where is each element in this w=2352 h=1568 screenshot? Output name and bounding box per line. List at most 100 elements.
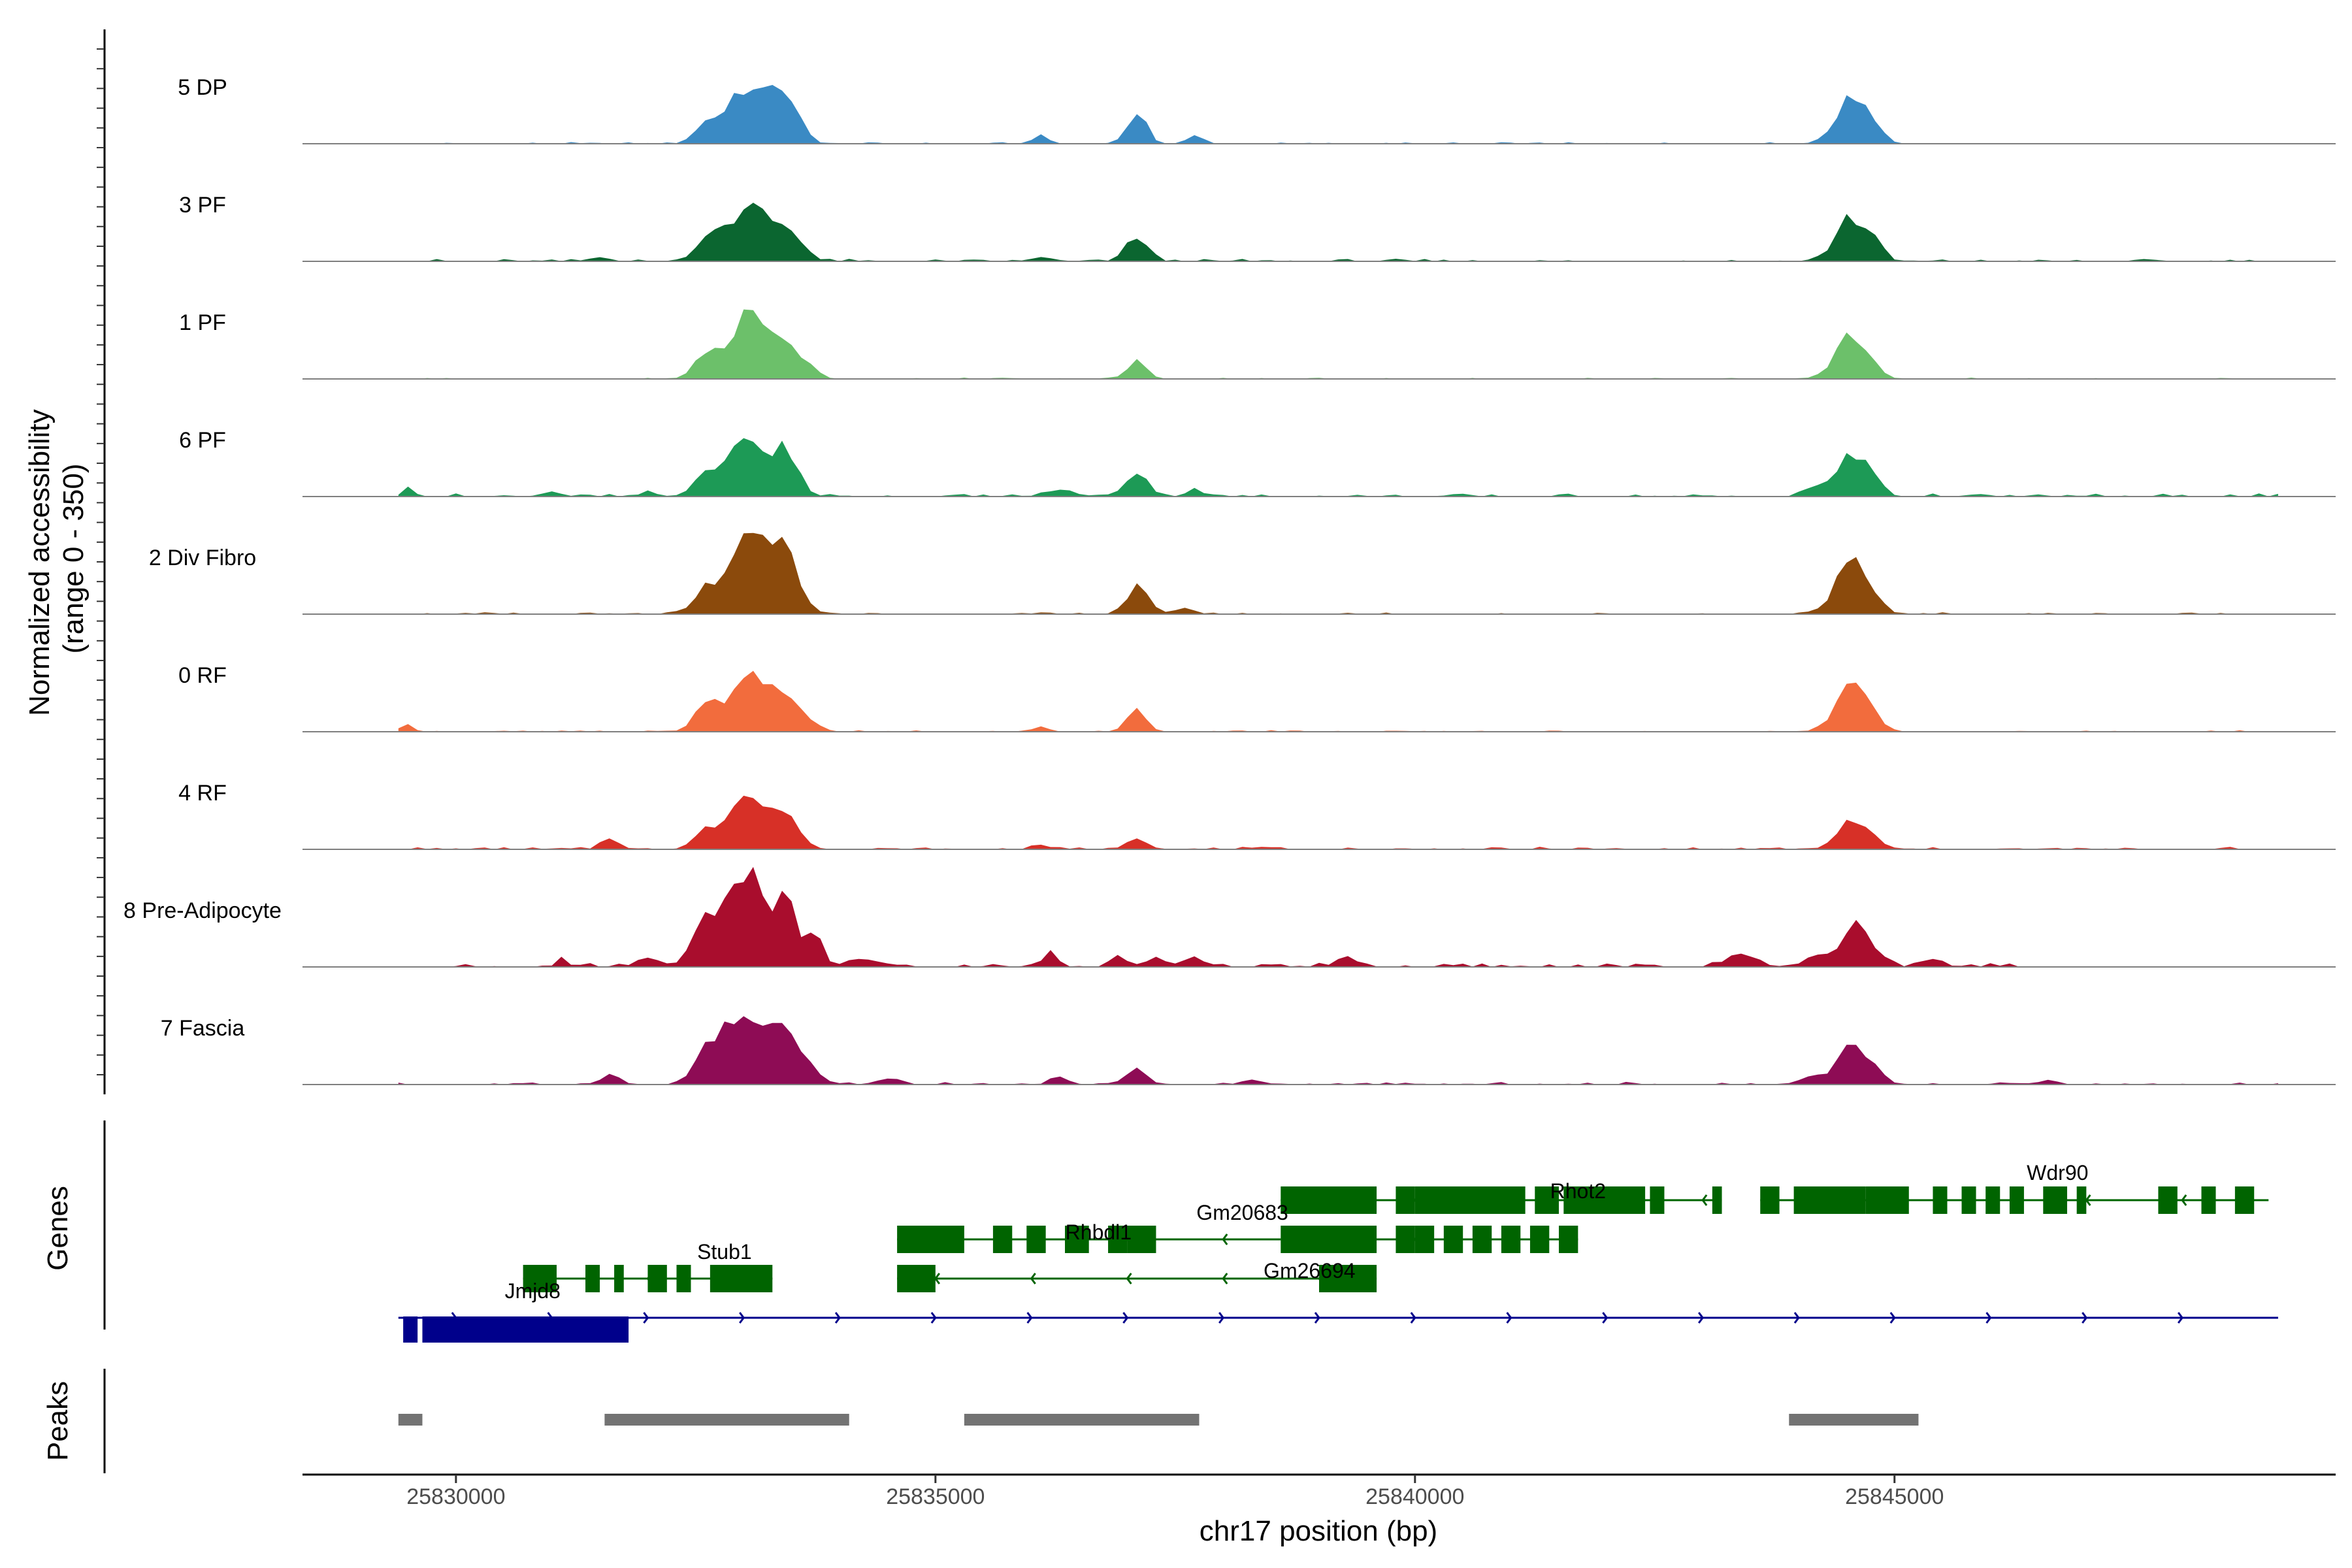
strand-arrow-icon bbox=[1030, 1273, 1036, 1284]
x-tick-label: 25840000 bbox=[1365, 1484, 1464, 1509]
gene-label: Gm20683 bbox=[1196, 1201, 1288, 1224]
gene-exon bbox=[647, 1265, 667, 1292]
coverage-track: 2 Div Fibro bbox=[149, 532, 2336, 615]
gene-exon bbox=[1535, 1186, 1559, 1214]
track-label: 1 PF bbox=[179, 310, 226, 335]
gene-exon bbox=[1281, 1226, 1377, 1253]
coverage-track: 1 PF bbox=[179, 309, 2336, 380]
strand-arrow-icon bbox=[2082, 1312, 2088, 1324]
strand-arrow-icon bbox=[1218, 1312, 1225, 1324]
strand-arrow-icon bbox=[1701, 1194, 1708, 1206]
gene-exon bbox=[403, 1316, 418, 1343]
gene-annotations: Wdr90 Rhot2 Gm20683 Rhbdl1 Gm26694 Stub1 Jmjd8 bbox=[398, 1161, 2278, 1343]
strand-arrow-icon bbox=[1985, 1312, 1992, 1324]
gene-label: Jmjd8 bbox=[505, 1279, 561, 1303]
gene: Gm26694 bbox=[897, 1259, 1377, 1292]
track-label: 4 RF bbox=[178, 781, 227, 806]
gene-label: Wdr90 bbox=[2027, 1161, 2088, 1184]
gene-exon bbox=[1760, 1186, 1780, 1214]
coverage-area bbox=[398, 1016, 2278, 1085]
gene-exon bbox=[2158, 1186, 2178, 1214]
coverage-track: 4 RF bbox=[178, 781, 2336, 850]
peak-regions bbox=[398, 1414, 1919, 1426]
strand-arrow-icon bbox=[1026, 1312, 1033, 1324]
gene-exon bbox=[614, 1265, 624, 1292]
strand-arrow-icon bbox=[2181, 1194, 2187, 1206]
coverage-track: 3 PF bbox=[179, 193, 2336, 262]
strand-arrow-icon bbox=[1122, 1312, 1129, 1324]
strand-arrow-icon bbox=[1410, 1312, 1416, 1324]
strand-arrow-icon bbox=[1697, 1312, 1705, 1324]
peak-region bbox=[1789, 1414, 1919, 1426]
gene-exon bbox=[422, 1316, 629, 1343]
gene: Wdr90 bbox=[1760, 1161, 2269, 1214]
gene-exon bbox=[2201, 1186, 2216, 1214]
strand-arrow-icon bbox=[739, 1312, 745, 1324]
strand-arrow-icon bbox=[1506, 1312, 1512, 1324]
strand-arrow-icon bbox=[930, 1312, 937, 1324]
gene-exon bbox=[1414, 1186, 1526, 1214]
track-label: 0 RF bbox=[178, 663, 227, 688]
gene-exon bbox=[1501, 1226, 1521, 1253]
gene-exon bbox=[1414, 1226, 1435, 1253]
gene: Rhot2 bbox=[1281, 1179, 1722, 1214]
gene-exon bbox=[1127, 1226, 1156, 1253]
gene-exon bbox=[1472, 1226, 1492, 1253]
coverage-track: 0 RF bbox=[178, 663, 2336, 732]
track-label: 3 PF bbox=[179, 193, 226, 218]
x-axis-title: chr17 position (bp) bbox=[1200, 1515, 1437, 1547]
coverage-track: 7 Fascia bbox=[161, 1016, 2336, 1085]
x-tick-label: 25830000 bbox=[406, 1484, 505, 1509]
gene: Jmjd8 bbox=[398, 1279, 2278, 1343]
coverage-area bbox=[398, 203, 2278, 261]
strand-arrow-icon bbox=[834, 1312, 841, 1324]
track-label: 7 Fascia bbox=[161, 1016, 245, 1041]
gene-exon bbox=[1396, 1186, 1415, 1214]
strand-arrow-icon bbox=[1602, 1312, 1609, 1324]
gene-exon bbox=[897, 1226, 964, 1253]
peak-region bbox=[604, 1414, 849, 1426]
peak-region bbox=[398, 1414, 423, 1426]
y-axis-title: Normalized accessibility (range 0 - 350) bbox=[24, 401, 90, 716]
gene: Stub1 bbox=[523, 1240, 773, 1292]
gene-label: Rhot2 bbox=[1550, 1179, 1606, 1203]
gene-exon bbox=[1065, 1226, 1089, 1253]
coverage-area bbox=[398, 670, 2278, 732]
gene-label: Stub1 bbox=[697, 1240, 752, 1264]
strand-arrow-icon bbox=[2177, 1312, 2184, 1324]
gene-exon bbox=[1529, 1226, 1550, 1253]
gene-exon bbox=[1961, 1186, 1976, 1214]
gene-exon bbox=[1026, 1226, 1046, 1253]
gene: Gm20683 bbox=[1196, 1201, 1578, 1253]
coverage-area bbox=[398, 438, 2278, 497]
gene-exon bbox=[992, 1226, 1013, 1253]
strand-arrow-icon bbox=[1793, 1312, 1800, 1324]
track-label: 8 Pre-Adipocyte bbox=[123, 898, 282, 923]
gene-exon bbox=[1712, 1186, 1722, 1214]
track-label: 2 Div Fibro bbox=[149, 546, 256, 570]
gene-exon bbox=[2009, 1186, 2024, 1214]
strand-arrow-icon bbox=[1314, 1312, 1320, 1324]
strand-arrow-icon bbox=[1222, 1273, 1228, 1284]
track-label: 6 PF bbox=[179, 428, 226, 453]
gene-exon bbox=[1793, 1186, 1827, 1214]
strand-arrow-icon bbox=[2085, 1194, 2091, 1206]
x-tick-label: 25845000 bbox=[1845, 1484, 1944, 1509]
coverage-area bbox=[398, 866, 2278, 967]
coverage-track: 6 PF bbox=[179, 428, 2336, 497]
gene-exon bbox=[1563, 1186, 1646, 1214]
peaks-track-label: Peaks bbox=[42, 1381, 74, 1461]
coverage-area bbox=[398, 795, 2278, 849]
gene-exon bbox=[1396, 1226, 1415, 1253]
gene-exon bbox=[2234, 1186, 2255, 1214]
x-tick-label: 25835000 bbox=[886, 1484, 985, 1509]
gene-exon bbox=[1443, 1226, 1463, 1253]
gene-exon bbox=[710, 1265, 773, 1292]
coverage-y-axis bbox=[97, 29, 106, 1094]
gene-label: Rhbdl1 bbox=[1066, 1220, 1132, 1244]
gene-exon bbox=[897, 1265, 936, 1292]
gene-exon bbox=[1650, 1186, 1665, 1214]
gene-exon bbox=[2043, 1186, 2067, 1214]
track-label: 5 DP bbox=[178, 75, 227, 100]
